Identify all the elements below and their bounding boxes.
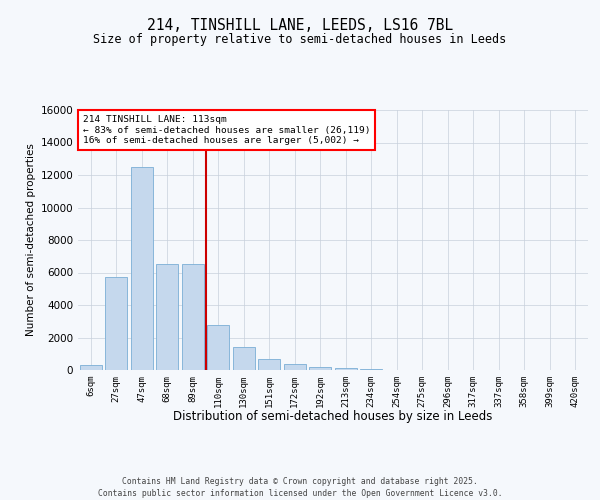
Bar xyxy=(208,324,229,370)
Bar xyxy=(233,347,254,370)
Bar xyxy=(284,364,305,370)
Text: 214 TINSHILL LANE: 113sqm
← 83% of semi-detached houses are smaller (26,119)
16%: 214 TINSHILL LANE: 113sqm ← 83% of semi-… xyxy=(83,115,371,145)
Text: Size of property relative to semi-detached houses in Leeds: Size of property relative to semi-detach… xyxy=(94,32,506,46)
Bar xyxy=(80,365,101,370)
Text: Contains HM Land Registry data © Crown copyright and database right 2025.
Contai: Contains HM Land Registry data © Crown c… xyxy=(98,476,502,498)
Bar xyxy=(310,367,331,370)
Bar xyxy=(361,369,382,370)
Bar xyxy=(259,358,280,370)
Bar xyxy=(106,278,127,370)
Y-axis label: Number of semi-detached properties: Number of semi-detached properties xyxy=(26,144,36,336)
Bar xyxy=(157,264,178,370)
X-axis label: Distribution of semi-detached houses by size in Leeds: Distribution of semi-detached houses by … xyxy=(173,410,493,423)
Bar xyxy=(131,167,152,370)
Text: 214, TINSHILL LANE, LEEDS, LS16 7BL: 214, TINSHILL LANE, LEEDS, LS16 7BL xyxy=(147,18,453,32)
Bar xyxy=(335,368,356,370)
Bar xyxy=(182,264,203,370)
